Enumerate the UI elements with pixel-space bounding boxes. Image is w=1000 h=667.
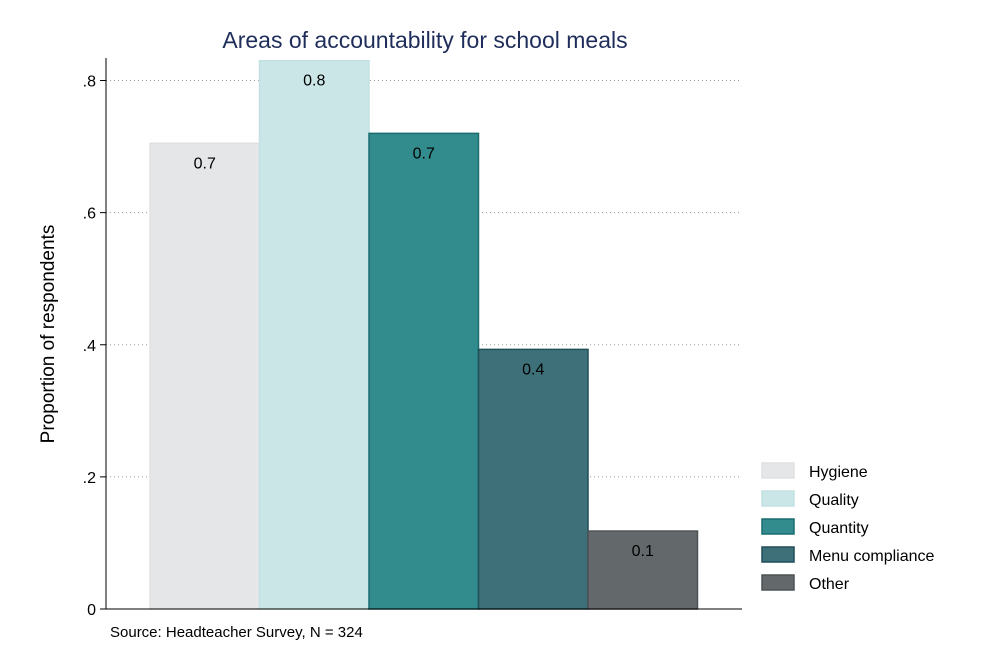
legend-label: Quantity [809, 520, 869, 537]
legend-swatch [761, 518, 795, 535]
y-axis-label: Proportion of respondents [38, 225, 59, 444]
legend-swatch [761, 546, 795, 563]
legend-swatch [761, 574, 795, 591]
legend-label: Hygiene [809, 464, 868, 481]
bar-value-label: 0.7 [413, 145, 435, 162]
bar-value-label: 0.8 [303, 73, 325, 90]
legend-label: Other [809, 576, 850, 593]
y-tick-label: .2 [83, 470, 96, 487]
y-tick-label: .4 [83, 338, 96, 355]
legend-swatch [761, 462, 795, 479]
legend-label: Menu compliance [809, 548, 935, 565]
bar-other [587, 530, 699, 610]
bar-menu-compliance [477, 348, 589, 610]
bar-value-label: 0.1 [632, 543, 654, 560]
bar-quantity [368, 132, 480, 610]
axes: 0 .2 .4 .6 .8 [83, 58, 742, 619]
y-tick-label: .6 [83, 206, 96, 223]
bar-quality [258, 59, 370, 610]
y-tick-label: 0 [87, 602, 96, 619]
legend-label: Quality [809, 492, 859, 509]
y-tick-label: .8 [83, 74, 96, 91]
legend-swatch [761, 490, 795, 507]
source-note: Source: Headteacher Survey, N = 324 [110, 624, 363, 641]
bars: 0.7 0.8 0.7 0.4 0.1 [149, 59, 699, 610]
legend: Hygiene Quality Quantity Menu compliance Oth… [761, 462, 935, 593]
bar-value-label: 0.4 [522, 361, 544, 378]
chart-title: Areas of accountability for school meals [222, 27, 627, 53]
bar-value-label: 0.7 [194, 155, 216, 172]
bar-hygiene [149, 142, 261, 610]
